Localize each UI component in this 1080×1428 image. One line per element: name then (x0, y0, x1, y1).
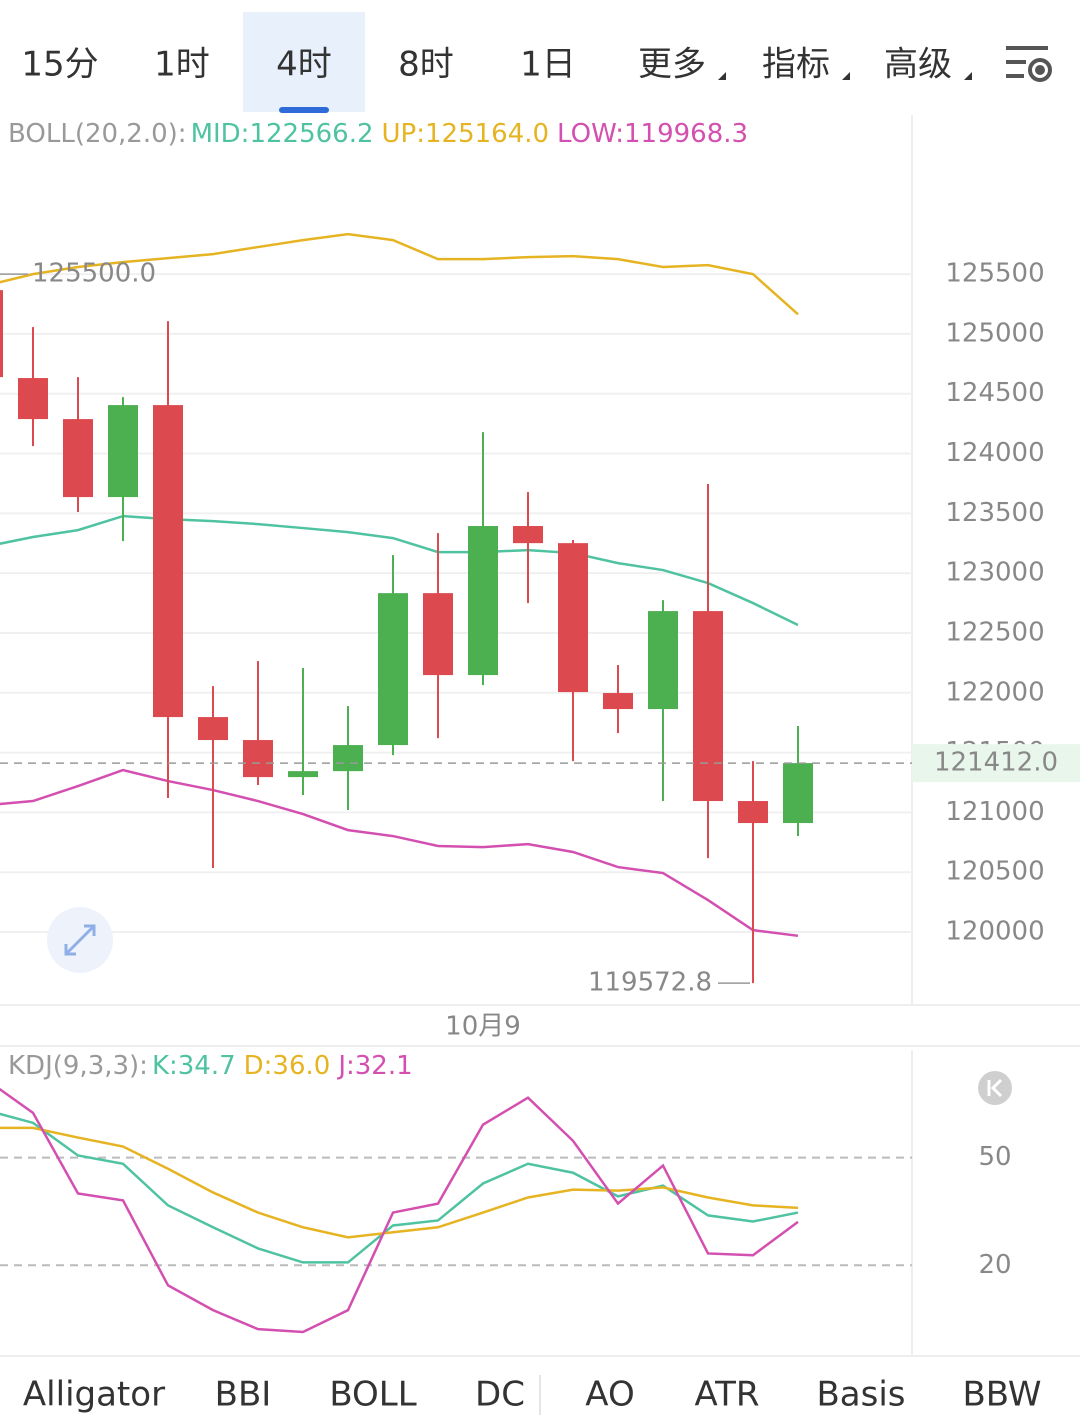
y-tick-label: 125000 (945, 318, 1044, 348)
candle-body (333, 745, 363, 772)
candle-body (288, 771, 318, 778)
y-tick-label: 122000 (945, 677, 1044, 707)
indicator-name: KDJ(9,3,3): (8, 1051, 148, 1081)
candle-body (648, 611, 678, 710)
indicator-line (0, 768, 799, 938)
indicator-tab[interactable]: DC (475, 1375, 525, 1415)
tab[interactable]: 更多 (638, 45, 706, 85)
tab[interactable]: 高级 (884, 45, 952, 85)
candle-body (423, 593, 453, 676)
indicator-tab[interactable]: ATR (694, 1375, 759, 1415)
y-tick-label: 50 (978, 1142, 1011, 1172)
tab[interactable]: 4时 (276, 45, 332, 85)
y-tick-label: 123000 (945, 558, 1044, 588)
indicator-tab[interactable]: BBI (215, 1375, 272, 1415)
indicator-tab[interactable]: AO (585, 1375, 634, 1415)
min-label: 119572.8 (588, 968, 712, 998)
candle-body (738, 801, 768, 824)
indicator-line (0, 1112, 799, 1264)
tab[interactable]: 1日 (520, 45, 576, 85)
tab[interactable]: 指标 (762, 45, 830, 85)
indicator-tab[interactable]: Basis (816, 1375, 905, 1415)
indicator-tab[interactable]: BOLL (329, 1375, 416, 1415)
tab[interactable]: 8时 (398, 45, 454, 85)
indicator-line (0, 1126, 799, 1239)
indicator-line (0, 1087, 799, 1334)
legend-entry: K:34.7 (152, 1051, 236, 1081)
active-tab-indicator (279, 107, 329, 113)
collapse-icon[interactable] (978, 1071, 1012, 1105)
legend-entry: J:32.1 (336, 1051, 412, 1081)
candle-body (0, 290, 3, 378)
tab[interactable]: 1时 (154, 45, 210, 85)
dropdown-arrow (718, 72, 726, 80)
expand-icon[interactable] (47, 907, 113, 973)
y-tick-label: 121000 (945, 797, 1044, 827)
legend-entry: UP:125164.0 (382, 119, 550, 149)
legend: BOLL(20,2.0): MID:122566.2 UP:125164.0 LOW:… (8, 119, 748, 149)
legend: KDJ(9,3,3): K:34.7 D:36.0 J:32.1 (8, 1051, 413, 1081)
candle-body (243, 740, 273, 778)
legend-entry: MID:122566.2 (191, 119, 374, 149)
candle-body (783, 763, 813, 824)
candle-body (693, 611, 723, 802)
candle-body (378, 593, 408, 746)
candle-body (18, 378, 48, 420)
x-tick-label: 10月9 (445, 1012, 521, 1042)
dropdown-arrow (964, 72, 972, 80)
max-label: 125500.0 (32, 259, 156, 289)
active-tab-bg (243, 12, 365, 112)
y-tick-label: 125500 (945, 259, 1044, 289)
y-tick-label: 122500 (945, 617, 1044, 647)
dropdown-arrow (842, 72, 850, 80)
candle-body (198, 717, 228, 741)
plot-area (0, 1087, 912, 1334)
settings-icon[interactable] (1006, 46, 1052, 82)
y-tick-label: 124500 (945, 378, 1044, 408)
last-price-label: 121412.0 (934, 748, 1058, 778)
candle-body (513, 526, 543, 544)
y-tick-label: 20 (978, 1250, 1011, 1280)
candle-body (108, 405, 138, 498)
candle-body (603, 693, 633, 710)
legend-entry: D:36.0 (244, 1051, 331, 1081)
indicator-line (0, 232, 799, 316)
y-tick-label: 124000 (945, 438, 1044, 468)
last-price-box (912, 744, 1080, 783)
y-tick-label: 120000 (945, 917, 1044, 947)
indicator-name: BOLL(20,2.0): (8, 119, 187, 149)
candle-body (63, 419, 93, 498)
y-tick-label: 123500 (945, 498, 1044, 528)
candle-body (558, 543, 588, 693)
plot-area (0, 232, 912, 984)
tab[interactable]: 15分 (21, 45, 98, 85)
indicator-tab[interactable]: Alligator (23, 1375, 165, 1415)
y-tick-label: 120500 (945, 857, 1044, 887)
indicator-tab[interactable]: BBW (962, 1375, 1041, 1415)
legend-entry: LOW:119968.3 (557, 119, 748, 149)
candle-body (153, 405, 183, 718)
candle-body (468, 526, 498, 676)
